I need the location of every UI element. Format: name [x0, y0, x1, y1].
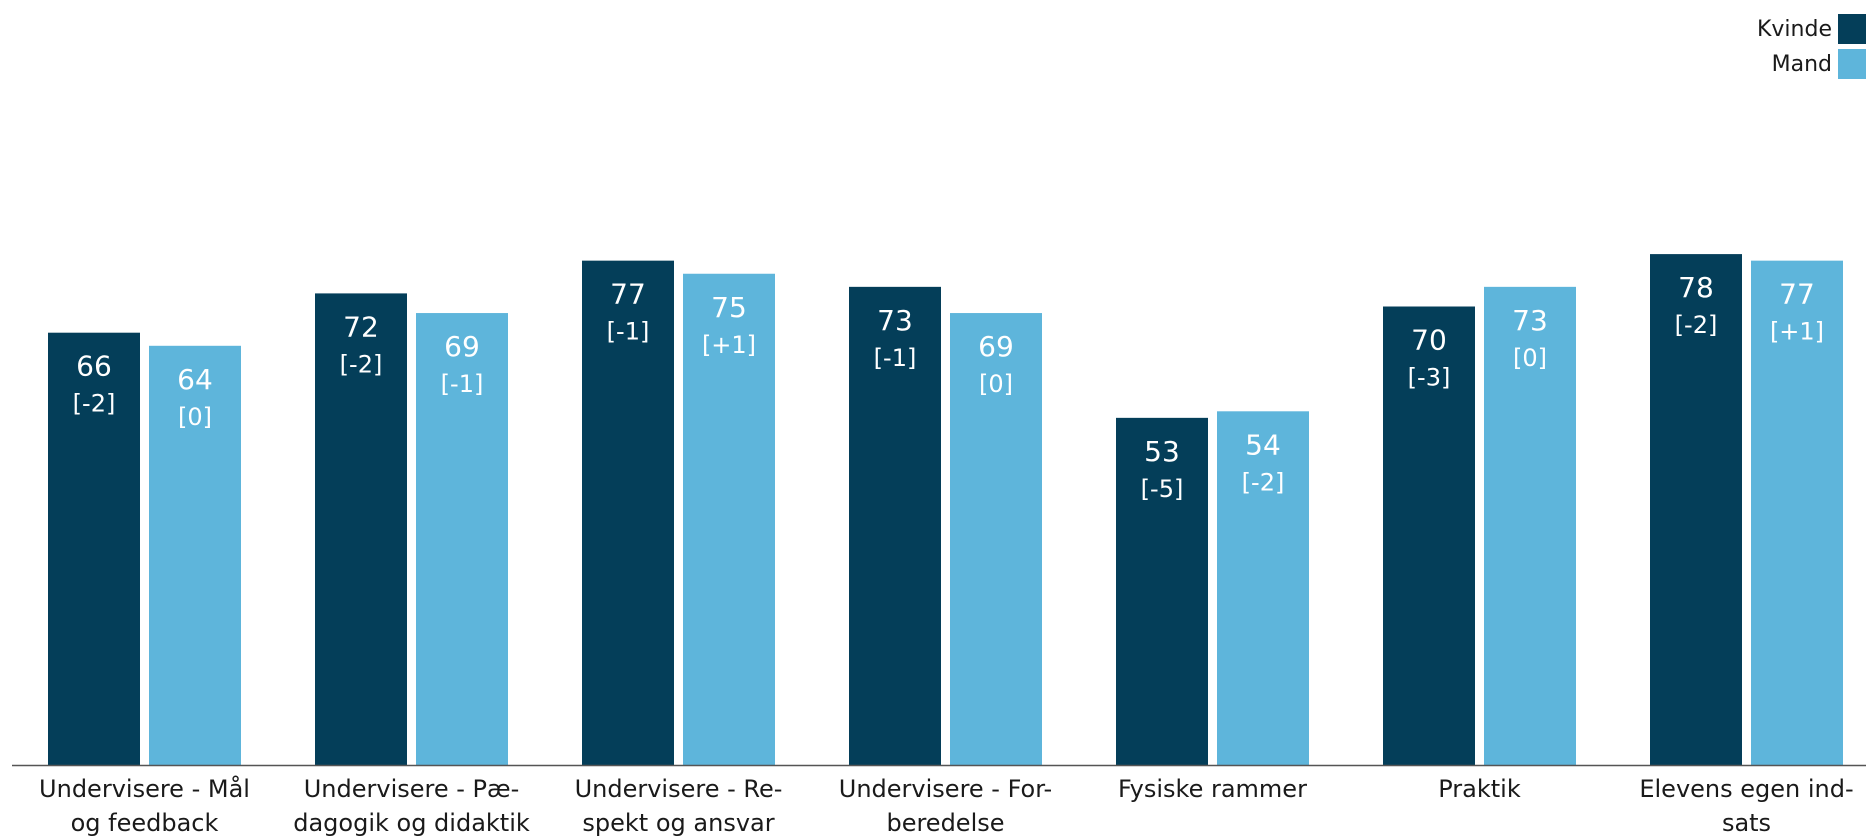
change-label-kvinde-0: [-2]	[73, 390, 116, 418]
legend: Kvinde Mand	[1757, 14, 1866, 79]
bar-kvinde-0	[48, 332, 140, 765]
value-label-kvinde-2: 77	[610, 278, 646, 311]
change-label-kvinde-6: [-2]	[1675, 311, 1718, 339]
value-label-kvinde-4: 53	[1144, 435, 1180, 468]
legend-swatch-mand	[1838, 49, 1866, 79]
bar-mand-5	[1484, 286, 1576, 765]
value-label-mand-1: 69	[444, 330, 480, 363]
bar-mand-0	[149, 345, 241, 765]
category-label-4: Fysiske rammer	[1118, 775, 1307, 803]
value-labels-group: 66 [-2] 72 [-2] 77 [-1] 73 [-1] 53 [-5] 70 [-3] 78 [-…	[73, 271, 1824, 503]
value-label-mand-2: 75	[711, 291, 747, 324]
change-label-mand-5: [0]	[1513, 344, 1547, 372]
bar-kvinde-3	[849, 286, 941, 765]
value-label-mand-3: 69	[978, 330, 1014, 363]
bars-group	[48, 254, 1843, 765]
bar-mand-3	[950, 313, 1042, 765]
category-label-3: Undervisere - For-beredelse	[839, 775, 1052, 837]
bar-mand-4	[1217, 411, 1309, 765]
value-label-mand-4: 54	[1245, 428, 1281, 461]
value-label-kvinde-0: 66	[76, 350, 112, 383]
change-label-mand-2: [+1]	[702, 331, 756, 359]
bar-kvinde-5	[1383, 306, 1475, 765]
bar-kvinde-1	[315, 293, 407, 765]
category-label-0: Undervisere - Mål og feedback	[39, 774, 250, 837]
value-label-kvinde-1: 72	[343, 310, 379, 343]
legend-label-mand: Mand	[1772, 52, 1832, 77]
bar-mand-2	[683, 273, 775, 765]
bar-mand-6	[1751, 260, 1843, 765]
value-label-kvinde-3: 73	[877, 304, 913, 337]
change-label-kvinde-3: [-1]	[874, 344, 917, 372]
change-label-kvinde-4: [-5]	[1141, 475, 1184, 503]
bar-kvinde-2	[582, 260, 674, 765]
change-label-mand-6: [+1]	[1770, 318, 1824, 346]
category-label-1: Undervisere - Pæ-dagogik og didaktik	[293, 775, 530, 837]
change-label-mand-4: [-2]	[1242, 468, 1285, 496]
category-labels-group: Undervisere - Mål og feedback Undervisere …	[39, 774, 1854, 837]
bar-kvinde-4	[1116, 417, 1208, 765]
legend-label-kvinde: Kvinde	[1757, 17, 1832, 42]
change-label-mand-1: [-1]	[441, 370, 484, 398]
change-label-kvinde-2: [-1]	[607, 318, 650, 346]
category-label-5: Praktik	[1438, 775, 1521, 803]
change-label-mand-3: [0]	[979, 370, 1013, 398]
value-label-kvinde-6: 78	[1678, 271, 1714, 304]
value-label-kvinde-5: 70	[1411, 324, 1447, 357]
category-label-6: Elevens egen ind-sats	[1639, 775, 1853, 837]
bar-kvinde-6	[1650, 254, 1742, 765]
category-label-2: Undervisere - Re-spekt og ansvar	[575, 775, 783, 837]
legend-swatch-kvinde	[1838, 14, 1866, 44]
change-label-mand-0: [0]	[178, 403, 212, 431]
value-label-mand-6: 77	[1779, 278, 1815, 311]
change-label-kvinde-1: [-2]	[340, 350, 383, 378]
value-label-mand-5: 73	[1512, 304, 1548, 337]
value-label-mand-0: 64	[177, 363, 213, 396]
change-label-kvinde-5: [-3]	[1408, 364, 1451, 392]
bar-mand-1	[416, 313, 508, 765]
